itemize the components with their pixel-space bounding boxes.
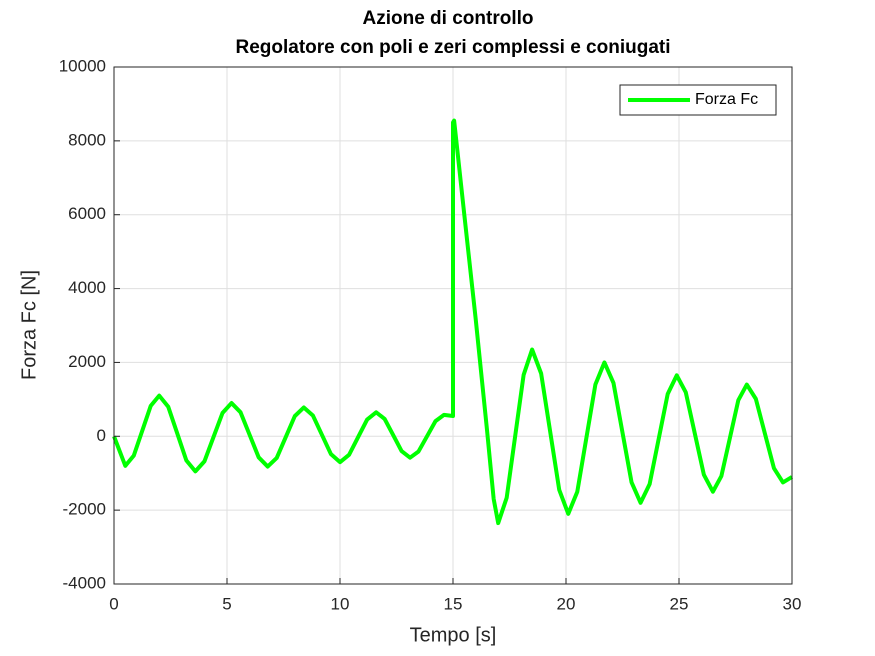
lines (112, 118, 794, 526)
y-tick-label: 10000 (59, 56, 106, 75)
chart-title: Azione di controllo (363, 8, 534, 29)
y-tick-label: -2000 (63, 500, 106, 519)
x-tick-label: 30 (783, 594, 802, 613)
x-tick-label: 15 (444, 594, 463, 613)
data-line (112, 118, 794, 526)
legend-label: Forza Fc (695, 91, 758, 108)
y-tick-label: 8000 (68, 130, 106, 149)
y-tick-label: -4000 (63, 573, 106, 592)
y-axis-label: Forza Fc [N] (18, 270, 40, 380)
x-axis-label: Tempo [s] (410, 624, 497, 646)
legend: Forza Fc (619, 84, 777, 116)
x-tick-label: 25 (670, 594, 689, 613)
y-tick-label: 2000 (68, 352, 106, 371)
x-tick-label: 20 (557, 594, 576, 613)
chart-subtitle: Regolatore con poli e zeri complessi e c… (236, 37, 671, 58)
y-tick-label: 6000 (68, 204, 106, 223)
x-tick-label: 10 (331, 594, 350, 613)
y-tick-label: 4000 (68, 278, 106, 297)
x-tick-label: 5 (222, 594, 231, 613)
y-tick-label: 0 (97, 426, 106, 445)
x-tick-label: 0 (109, 594, 118, 613)
